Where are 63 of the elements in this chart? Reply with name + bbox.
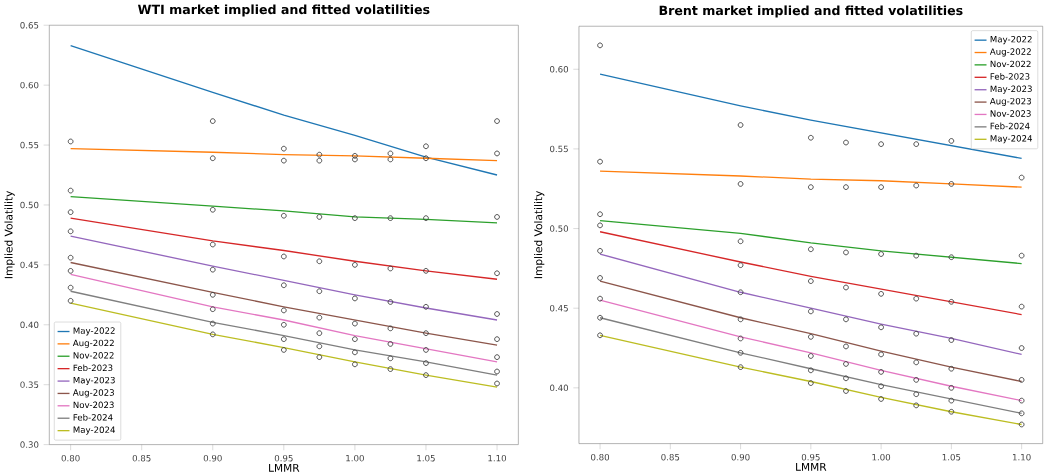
line-series: [599, 170, 1023, 188]
line-series: [599, 299, 1023, 402]
y-tick-label: 0.60: [20, 81, 39, 89]
x-tick-label: 0.80: [61, 454, 80, 462]
line-series: [69, 235, 498, 321]
y-tick-label: 0.30: [20, 441, 39, 448]
y-tick-label: 0.40: [20, 321, 39, 329]
y-tick-label: 0.65: [20, 21, 39, 29]
legend-label: May-2022: [990, 35, 1032, 45]
y-tick-label: 0.35: [20, 381, 39, 388]
legend-label: Nov-2023: [73, 401, 114, 409]
y-tick-label: 0.45: [20, 261, 39, 269]
x-tick-label: 0.90: [731, 453, 750, 461]
y-tick-label: 0.50: [550, 225, 569, 232]
legend-label: May-2024: [73, 426, 115, 435]
y-tick-label: 0.45: [550, 304, 568, 312]
legend-label: May-2023: [990, 85, 1032, 94]
x-tick-label: 0.90: [203, 454, 222, 462]
x-tick-label: 0.95: [801, 453, 820, 461]
y-axis-title: Implied Volatility: [4, 190, 15, 279]
x-tick-label: 0.80: [591, 453, 610, 461]
x-tick-label: 0.85: [132, 454, 151, 462]
y-tick-label: 0.50: [20, 201, 39, 209]
chart-title: WTI market implied and fitted volatilities: [137, 4, 430, 17]
legend-label: Nov-2023: [990, 110, 1031, 117]
x-axis-title: LMMR: [269, 463, 300, 472]
legend-label: Feb-2023: [990, 73, 1030, 80]
legend-label: Feb-2024: [73, 413, 113, 421]
legend-label: Aug-2023: [72, 389, 114, 398]
legend-label: Aug-2023: [989, 97, 1031, 107]
line-series: [69, 290, 498, 376]
y-tick-label: 0.40: [550, 384, 569, 392]
y-tick-label: 0.55: [550, 145, 568, 153]
line-series: [599, 253, 1023, 356]
y-axis-title: Implied Volatility: [534, 190, 545, 279]
x-tick-label: 0.85: [661, 453, 680, 461]
y-tick-label: 0.55: [20, 141, 39, 149]
legend-label: Feb-2024: [990, 122, 1030, 130]
x-tick-label: 1.05: [942, 453, 961, 461]
legend-label: May-2023: [73, 376, 115, 386]
legend-label: Nov-2022: [990, 60, 1031, 68]
legend-label: Aug-2022: [989, 48, 1031, 57]
y-tick-label: 0.60: [550, 65, 569, 73]
line-series: [69, 195, 498, 224]
legend-label: Feb-2023: [73, 364, 113, 372]
line-series: [69, 217, 498, 280]
x-tick-label: 1.10: [488, 454, 507, 462]
line-series: [69, 147, 498, 162]
line-series: [69, 302, 498, 388]
line-series: [599, 334, 1023, 426]
x-tick-label: 1.05: [417, 454, 435, 462]
legend-label: Aug-2022: [72, 339, 114, 348]
chart-title: Brent market implied and fitted volatilities: [659, 5, 963, 18]
legend-label: Nov-2022: [73, 352, 114, 359]
x-tick-label: 1.10: [1012, 453, 1031, 461]
x-tick-label: 1.00: [872, 453, 891, 461]
x-axis-title: LMMR: [796, 462, 827, 471]
x-tick-label: 0.95: [274, 454, 293, 462]
legend-label: May-2024: [990, 135, 1033, 144]
line-series: [69, 44, 498, 176]
x-tick-label: 1.00: [346, 454, 364, 462]
legend-label: May-2022: [73, 327, 115, 336]
line-series: [599, 280, 1023, 383]
